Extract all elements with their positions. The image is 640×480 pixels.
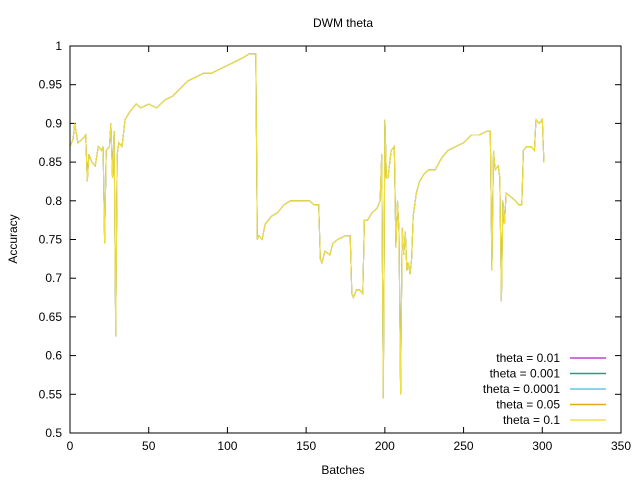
y-tick-label: 0.65	[39, 310, 63, 324]
y-tick-label: 0.7	[45, 271, 62, 285]
series-line-2	[69, 53, 545, 399]
axis-ticks: 0 50 100 150 200 250 300 350 0.5 0.55 0.6 0.65 0.7 0.…	[39, 39, 632, 453]
y-tick-label: 0.95	[39, 78, 63, 92]
y-tick-label: 0.6	[45, 349, 62, 363]
series-line-1	[69, 53, 545, 399]
y-tick-label: 0.8	[45, 194, 62, 208]
legend-label: theta = 0.01	[496, 351, 560, 365]
x-tick-label: 100	[217, 439, 237, 453]
y-axis-label: Accuracy	[6, 214, 20, 263]
legend-label: theta = 0.05	[496, 398, 560, 412]
y-tick-label: 0.55	[39, 387, 63, 401]
series-line-3	[69, 53, 545, 399]
x-tick-label: 200	[375, 439, 395, 453]
series-line-4	[69, 53, 545, 399]
y-tick-label: 0.85	[39, 155, 63, 169]
plot-frame	[69, 45, 622, 434]
y-tick-label: 1	[55, 39, 62, 53]
legend-label: theta = 0.0001	[483, 382, 560, 396]
legend-label: theta = 0.1	[503, 413, 560, 427]
series-lines	[69, 53, 545, 399]
series-line-0	[69, 53, 545, 399]
x-tick-label: 300	[532, 439, 552, 453]
x-tick-label: 0	[67, 439, 74, 453]
x-tick-label: 250	[454, 439, 474, 453]
x-tick-label: 50	[142, 439, 156, 453]
legend-label: theta = 0.001	[490, 367, 561, 381]
chart-title: DWM theta	[313, 16, 373, 30]
x-axis-label: Batches	[321, 463, 364, 477]
y-tick-label: 0.9	[45, 116, 62, 130]
y-tick-label: 0.5	[45, 426, 62, 440]
x-tick-label: 150	[296, 439, 316, 453]
y-tick-label: 0.75	[39, 233, 63, 247]
x-tick-label: 350	[611, 439, 631, 453]
